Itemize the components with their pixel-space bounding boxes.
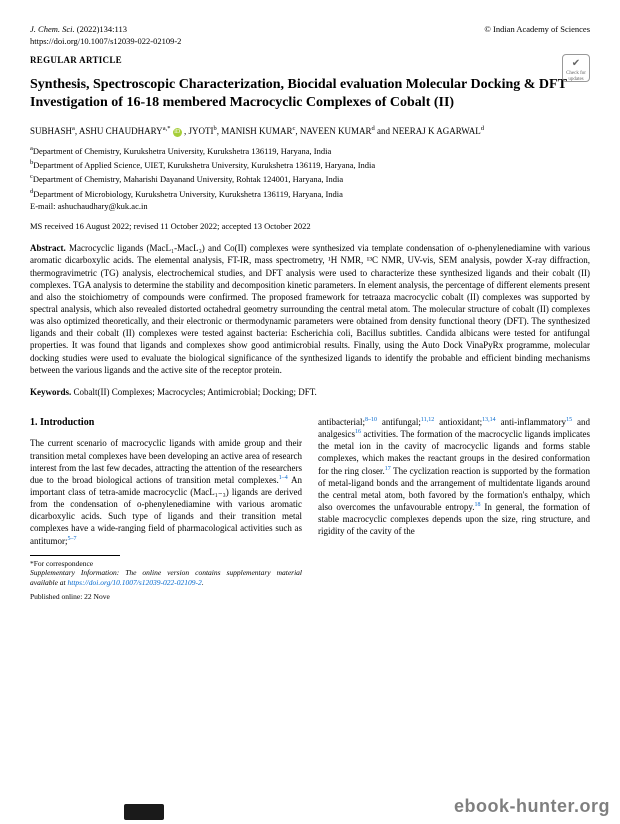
keywords-text: Cobalt(II) Complexes; Macrocycles; Antim… <box>74 387 317 397</box>
footnote-separator <box>30 555 120 556</box>
email-address[interactable]: ashuchaudhary@kuk.ac.in <box>58 201 148 211</box>
ref-11-12[interactable]: 11,12 <box>421 417 434 423</box>
authors-list: SUBHASHa, ASHU CHAUDHARYa,* iD , JYOTIb,… <box>30 124 590 138</box>
affiliation-a: Department of Chemistry, Kurukshetra Uni… <box>33 146 331 156</box>
pub-text: Published online: 22 Nove <box>30 592 110 601</box>
column-right: antibacterial;8–10 antifungal;11,12 anti… <box>318 416 590 602</box>
intro-para-2: antibacterial;8–10 antifungal;11,12 anti… <box>318 416 590 537</box>
intro-para-1: The current scenario of macrocyclic liga… <box>30 437 302 546</box>
author-3-aff: b <box>213 125 216 132</box>
author-6-aff: d <box>481 125 484 132</box>
author-1-aff: a <box>72 125 75 132</box>
intro-text-2c: antioxidant; <box>434 417 482 427</box>
ref-5-7[interactable]: 5–7 <box>68 536 77 542</box>
article-type-label: REGULAR ARTICLE <box>30 54 590 66</box>
author-4-aff: c <box>292 125 295 132</box>
intro-text-2a: antibacterial; <box>318 417 365 427</box>
supp-link[interactable]: https://doi.org/10.1007/s12039-022-02109… <box>68 578 202 587</box>
author-1: SUBHASH <box>30 126 72 136</box>
ref-8-10[interactable]: 8–10 <box>365 417 377 423</box>
abstract-block: Abstract. Macrocyclic ligands (MacL₁-Mac… <box>30 242 590 376</box>
body-columns: 1. Introduction The current scenario of … <box>30 416 590 602</box>
manuscript-dates: MS received 16 August 2022; revised 11 O… <box>30 221 590 232</box>
ref-13-14[interactable]: 13,14 <box>482 417 496 423</box>
author-6: NEERAJ K AGARWAL <box>392 126 481 136</box>
intro-text-2b: antifungal; <box>377 417 421 427</box>
supp-label: Supplementary Information: <box>30 568 119 577</box>
citation-text: (2022)134:113 <box>77 24 127 34</box>
affiliations-block: aDepartment of Chemistry, Kurukshetra Un… <box>30 144 590 213</box>
intro-heading: 1. Introduction <box>30 416 302 430</box>
affiliation-c: Department of Chemistry, Maharishi Dayan… <box>33 174 343 184</box>
author-4: MANISH KUMAR <box>221 126 292 136</box>
obscured-region <box>124 804 164 820</box>
check-updates-badge[interactable]: ✔ Check for updates <box>562 54 590 82</box>
intro-text-1: The current scenario of macrocyclic liga… <box>30 438 302 484</box>
doi-link[interactable]: https://doi.org/10.1007/s12039-022-02109… <box>30 36 590 47</box>
correspondence-note: *For correspondence <box>30 559 302 569</box>
author-2-corr: * <box>167 125 170 132</box>
abstract-text: Macrocyclic ligands (MacL₁-MacL₃) and Co… <box>30 243 590 374</box>
affiliation-d: Department of Microbiology, Kurukshetra … <box>33 189 343 199</box>
badge-label: Check for updates <box>563 71 589 85</box>
author-5-aff: d <box>371 125 374 132</box>
published-online: Published online: 22 Nove <box>30 592 302 602</box>
article-title: Synthesis, Spectroscopic Characterizatio… <box>30 76 590 112</box>
and-text: and <box>377 126 390 136</box>
intro-text-2d: anti-inflammatory <box>496 417 566 427</box>
publisher-text: © Indian Academy of Sciences <box>484 24 590 35</box>
author-3: JYOTI <box>188 126 213 136</box>
journal-citation: J. Chem. Sci. (2022)134:113 <box>30 24 127 35</box>
column-left: 1. Introduction The current scenario of … <box>30 416 302 602</box>
orcid-icon[interactable]: iD <box>173 128 182 137</box>
keywords-label: Keywords. <box>30 387 71 397</box>
author-2: ASHU CHAUDHARY <box>79 126 163 136</box>
watermark-text: ebook-hunter.org <box>454 794 610 818</box>
affiliation-b: Department of Applied Science, UIET, Kur… <box>33 160 375 170</box>
ref-1-4[interactable]: 1–4 <box>279 475 288 481</box>
footnote-block: *For correspondence Supplementary Inform… <box>30 559 302 588</box>
keywords-block: Keywords. Cobalt(II) Complexes; Macrocyc… <box>30 386 590 398</box>
journal-name: J. Chem. Sci. <box>30 24 75 34</box>
author-5: NAVEEN KUMAR <box>300 126 372 136</box>
abstract-label: Abstract. <box>30 243 66 253</box>
email-label: E-mail: <box>30 201 56 211</box>
